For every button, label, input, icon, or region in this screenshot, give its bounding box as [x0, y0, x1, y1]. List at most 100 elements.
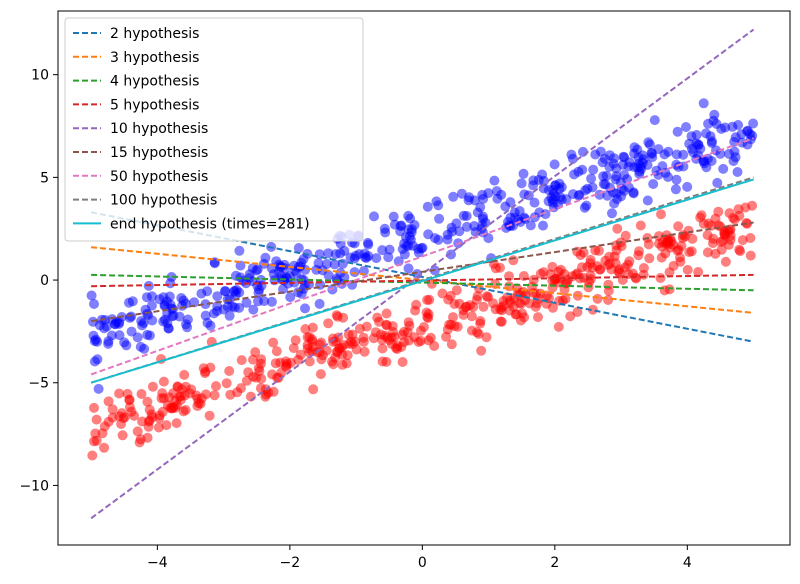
scatter-point — [671, 174, 682, 185]
scatter-point — [323, 248, 334, 259]
scatter-point — [103, 396, 114, 407]
scatter-point — [451, 285, 462, 296]
scatter-point — [236, 355, 247, 366]
scatter-point — [633, 250, 644, 261]
legend-label: 50 hypothesis — [110, 169, 208, 185]
scatter-point — [107, 404, 118, 415]
scatter-point — [710, 248, 721, 259]
scatter-point — [586, 173, 597, 184]
scatter-point — [659, 149, 670, 160]
scatter-point — [659, 285, 670, 296]
scatter-point — [672, 245, 683, 256]
scatter-point — [512, 283, 523, 294]
scatter-point — [256, 354, 267, 365]
scatter-point — [114, 388, 125, 399]
scatter-point — [629, 142, 640, 153]
scatter-point — [143, 421, 154, 432]
scatter-point — [708, 115, 719, 126]
scatter-point — [496, 316, 507, 327]
scatter-point — [329, 259, 340, 270]
scatter-point — [469, 221, 480, 231]
scatter-point — [253, 363, 264, 374]
scatter-point — [698, 98, 709, 109]
scatter-point — [388, 327, 399, 337]
scatter-point — [555, 264, 566, 275]
scatter-point — [361, 321, 372, 332]
scatter-point — [604, 251, 615, 262]
scatter-point — [682, 264, 693, 275]
scatter-point — [141, 292, 152, 303]
scatter-point — [649, 115, 660, 126]
scatter-point — [202, 286, 213, 297]
scatter-point — [728, 156, 739, 166]
scatter-point — [241, 297, 252, 308]
scatter-point — [451, 218, 462, 229]
hypothesis-line — [90, 137, 754, 376]
scatter-point — [681, 122, 691, 132]
scatter-point — [280, 356, 291, 367]
scatter-point — [147, 315, 158, 326]
scatter-point — [211, 381, 221, 392]
scatter-point — [593, 245, 604, 256]
scatter-point — [718, 163, 729, 174]
hypothesis-line — [91, 273, 754, 288]
scatter-point — [433, 200, 444, 211]
scatter-point — [616, 241, 627, 252]
scatter-point — [89, 436, 99, 447]
scatter-point — [248, 354, 258, 365]
hypothesis-line — [90, 178, 754, 384]
scatter-point — [170, 395, 181, 406]
scatter-point — [423, 309, 434, 320]
scatter-point — [381, 319, 392, 330]
scatter-point — [290, 335, 301, 346]
scatter-point — [481, 332, 492, 343]
scatter-point — [221, 378, 232, 389]
scatter-point — [442, 229, 453, 240]
scatter-point — [478, 211, 488, 222]
scatter-point — [572, 268, 583, 279]
scatter-point — [308, 384, 319, 395]
scatter-point — [307, 341, 318, 352]
scatter-point — [538, 220, 548, 231]
scatter-point — [314, 346, 325, 357]
scatter-point — [383, 252, 394, 263]
scatter-point — [723, 239, 734, 250]
scatter-point — [250, 347, 261, 358]
scatter-point — [327, 356, 337, 367]
scatter-point — [86, 290, 97, 301]
scatter-point — [448, 191, 459, 202]
scatter-point — [609, 198, 620, 209]
scatter-point — [205, 362, 216, 373]
scatter-point — [154, 410, 165, 421]
scatter-point — [407, 240, 418, 251]
legend-label: 4 hypothesis — [110, 74, 199, 90]
scatter-point — [720, 256, 731, 267]
scatter-point — [442, 324, 453, 335]
scatter-point — [272, 372, 283, 383]
scatter-point — [735, 246, 746, 257]
scatter-point — [260, 252, 271, 263]
scatter-point — [124, 402, 135, 413]
scatter-point — [624, 157, 635, 168]
scatter-point — [172, 381, 183, 392]
scatter-point — [323, 270, 334, 281]
scatter-point — [737, 137, 748, 148]
scatter-point — [454, 226, 465, 237]
hypothesis-line — [91, 246, 754, 314]
scatter-point — [417, 242, 428, 253]
scatter-point — [403, 263, 414, 274]
scatter-point — [377, 343, 388, 354]
scatter-point — [635, 220, 646, 231]
scatter-point — [363, 239, 374, 250]
scatter-point — [475, 202, 486, 213]
y-tick-label: 5 — [40, 170, 49, 186]
scatter-point — [126, 326, 137, 337]
scatter-point — [607, 208, 617, 219]
scatter-point — [153, 422, 164, 433]
scatter-point — [553, 321, 564, 332]
scatter-point — [653, 231, 664, 242]
scatter-point — [372, 312, 383, 323]
legend-label: end hypothesis (times=281) — [110, 216, 310, 232]
scatter-point — [682, 181, 693, 192]
scatter-point — [144, 404, 155, 415]
